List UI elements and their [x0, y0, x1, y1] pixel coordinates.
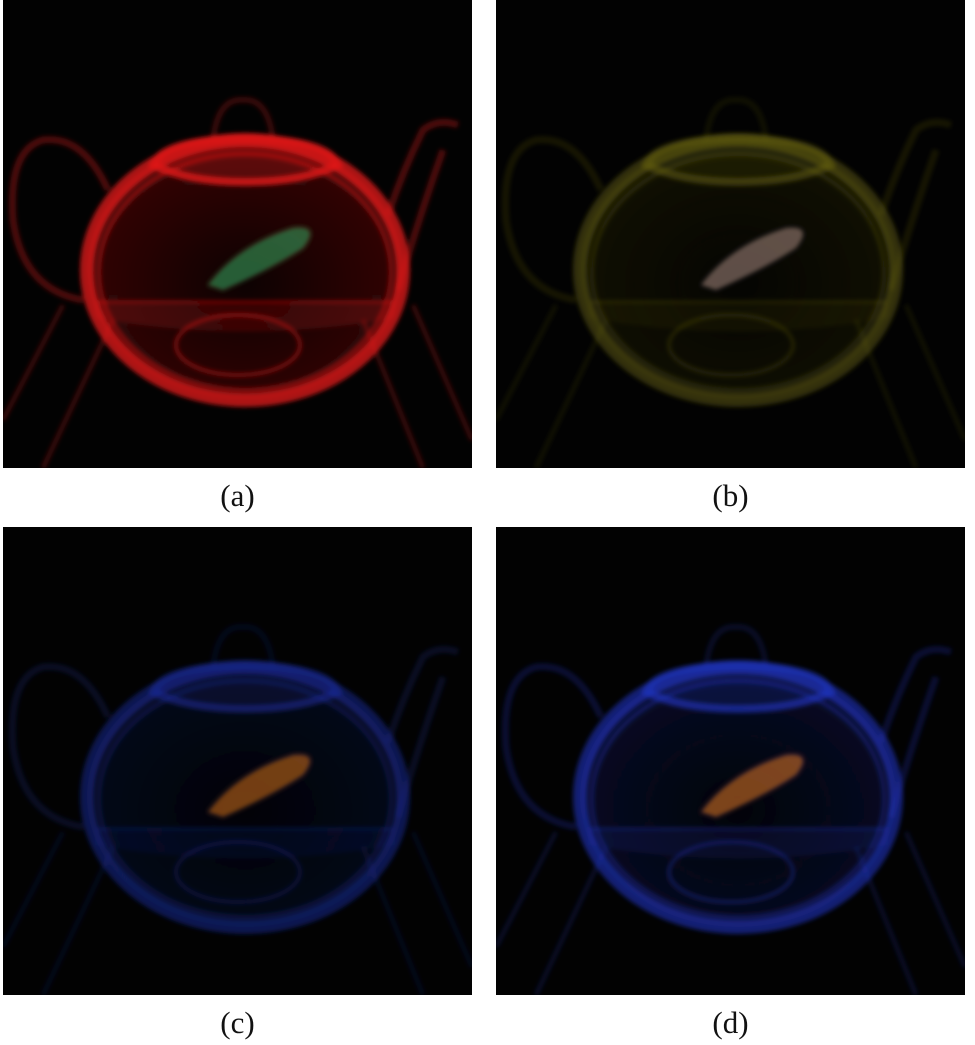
teapot-image-a: [3, 0, 472, 468]
fish: [208, 754, 311, 817]
handle: [501, 136, 605, 304]
handle: [8, 136, 112, 304]
base-ring: [174, 840, 302, 904]
fish: [208, 227, 311, 290]
handle: [8, 663, 112, 831]
stand-legs: [3, 830, 472, 995]
base-ring: [174, 313, 302, 377]
teapot-lid: [640, 660, 837, 714]
teapot-image-c: [3, 527, 472, 995]
fish: [701, 227, 804, 290]
teapot-render-b: [496, 96, 965, 468]
teapot-render-d: [496, 623, 965, 995]
caption-c: (c): [220, 1005, 255, 1040]
base-ring: [667, 313, 795, 377]
caption-d: (d): [712, 1005, 749, 1040]
stand-legs: [496, 303, 965, 468]
teapot-glow: [3, 96, 472, 468]
teapot-lid: [640, 133, 837, 187]
teapot-glow: [496, 623, 965, 995]
teapot-lid: [147, 660, 344, 714]
caption-b: (b): [712, 478, 749, 513]
teapot-image-d: [496, 527, 965, 995]
caption-a: (a): [220, 478, 255, 513]
fish: [701, 754, 804, 817]
teapot-glow: [3, 623, 472, 995]
base-ring: [667, 840, 795, 904]
teapot-render-c: [3, 623, 472, 995]
lid-knob: [703, 96, 769, 141]
stand-legs: [496, 830, 965, 995]
teapot-image-b: [496, 0, 965, 468]
stand-legs: [3, 303, 472, 468]
teapot-glow: [496, 96, 965, 468]
lid-knob: [210, 96, 276, 141]
handle: [501, 663, 605, 831]
lid-knob: [210, 623, 276, 668]
teapot-render-a: [3, 96, 472, 468]
lid-knob: [703, 623, 769, 668]
teapot-lid: [147, 133, 344, 187]
